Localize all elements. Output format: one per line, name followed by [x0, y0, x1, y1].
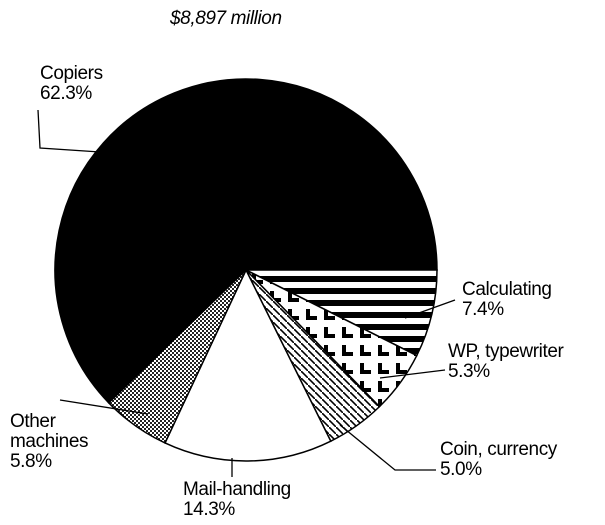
category-label: Calculating: [462, 279, 552, 300]
value-label: 7.4%: [462, 299, 504, 320]
pie-slice: [54, 78, 438, 404]
pie-slice: [107, 269, 247, 444]
value-label: 5.0%: [440, 459, 482, 480]
value-label: 62.3%: [40, 83, 92, 104]
leader-line: [37, 109, 101, 153]
slice-label: Copiers 62.3%: [40, 64, 160, 104]
value-label: 5.8%: [10, 451, 52, 472]
slice-label: WP, typewriter 5.3%: [448, 342, 605, 382]
leader-line: [404, 299, 456, 319]
category-label: Other machines: [10, 411, 89, 452]
category-label: WP, typewriter: [448, 341, 564, 362]
value-label: 5.3%: [448, 361, 490, 382]
leader-line: [339, 424, 436, 471]
leader-line: [379, 369, 446, 379]
pie: [54, 78, 438, 462]
slice-label: Calculating 7.4%: [462, 280, 605, 320]
slice-label: Other machines 5.8%: [10, 412, 110, 472]
value-label: 14.3%: [183, 499, 235, 520]
leader-line: [59, 399, 149, 415]
category-label: Copiers: [40, 63, 103, 84]
category-label: Coin, currency: [440, 439, 557, 460]
slice-label: Mail-handling 14.3%: [183, 480, 343, 520]
chart-title: $8,897 million: [170, 8, 282, 29]
slice-label: Coin, currency 5.0%: [440, 440, 605, 480]
category-label: Mail-handling: [183, 479, 291, 500]
pie-slice: [164, 268, 332, 462]
